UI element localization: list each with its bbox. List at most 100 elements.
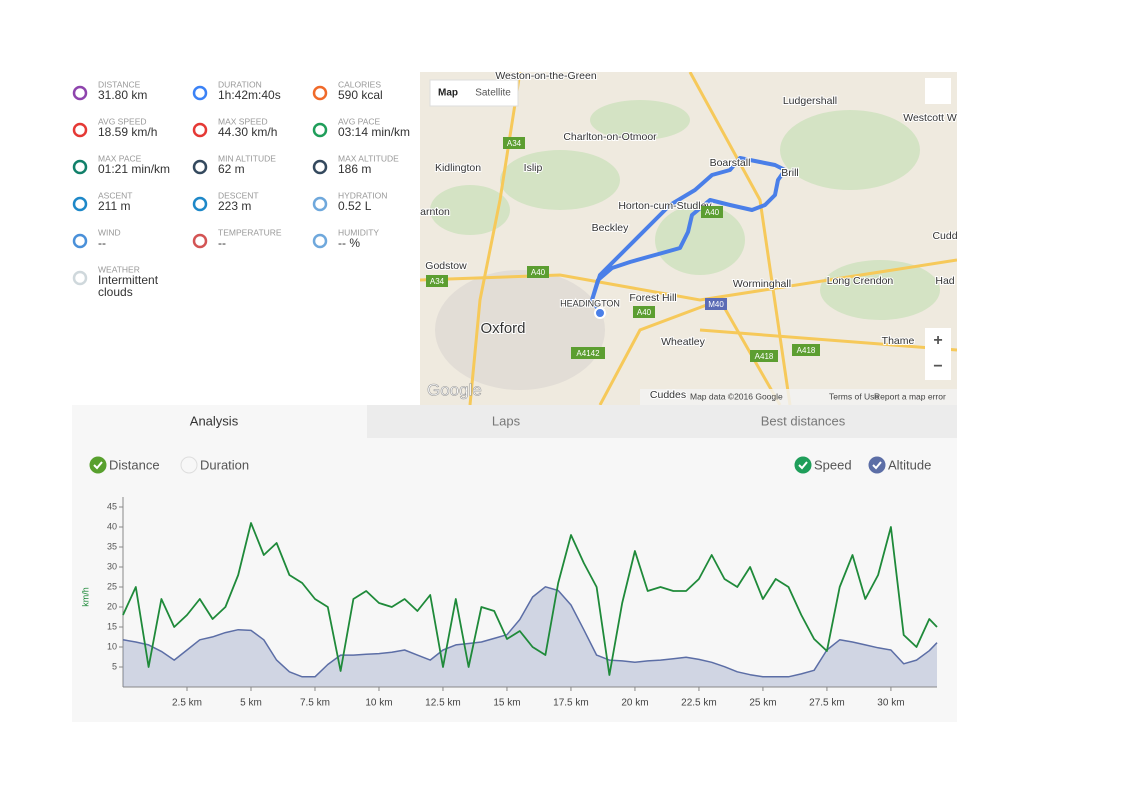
toggle-check[interactable] (89, 456, 107, 474)
y-axis-label: km/h (80, 587, 90, 607)
x-tick-label: 27.5 km (809, 698, 845, 709)
stat-icon (192, 159, 208, 175)
stat-label: HYDRATION (338, 190, 387, 200)
place-label: Westcott W (903, 112, 957, 124)
stat-label: HUMIDITY (338, 227, 379, 237)
stat-label: MAX SPEED (218, 116, 268, 126)
y-tick-label: 5 (112, 661, 117, 671)
y-tick-label: 30 (107, 561, 117, 571)
toggle-check[interactable] (794, 456, 812, 474)
stat-value: 211 m (98, 199, 130, 213)
road-label: A40 (531, 268, 546, 277)
stat-label: TEMPERATURE (218, 227, 282, 237)
stat-value: -- (98, 236, 106, 250)
map-urban (435, 270, 605, 390)
x-tick-label: 20 km (621, 698, 648, 709)
y-tick-label: 25 (107, 581, 117, 591)
tab-label[interactable]: Laps (492, 413, 521, 428)
road-label: A34 (430, 277, 445, 286)
place-label: Islip (524, 162, 543, 174)
place-label: Had (935, 275, 954, 287)
place-label: Brill (781, 167, 799, 179)
map-footer[interactable]: Report a map error (874, 391, 946, 401)
x-tick-label: 30 km (877, 698, 904, 709)
stat-label: CALORIES (338, 79, 381, 89)
place-label: Godstow (425, 260, 467, 272)
toggle-label[interactable]: Distance (109, 457, 160, 472)
road-label: A4142 (576, 349, 600, 358)
place-label: HEADINGTON (560, 298, 620, 308)
stat-value: 62 m (218, 162, 245, 176)
tab-active-bg[interactable] (72, 405, 367, 438)
road-label: A418 (755, 352, 774, 361)
place-label: Oxford (480, 320, 525, 337)
stat-value: 1h:42m:40s (218, 88, 281, 102)
zoom-out[interactable]: − (933, 358, 942, 375)
stat-label: MIN ALTITUDE (218, 153, 276, 163)
stat-label: MAX ALTITUDE (338, 153, 399, 163)
x-tick-label: 7.5 km (300, 698, 330, 709)
stat-label: MAX PACE (98, 153, 142, 163)
toggle-label[interactable]: Speed (814, 457, 852, 472)
stat-label: WEATHER (98, 264, 140, 274)
map-button[interactable]: Satellite (475, 88, 511, 99)
stat-label: WIND (98, 227, 121, 237)
start-marker (594, 307, 606, 319)
road-shield (633, 306, 655, 318)
stat-value: 223 m (218, 199, 251, 213)
map-footer[interactable]: Terms of Use (829, 391, 879, 401)
stat-value: -- % (338, 236, 360, 250)
stat-label: DISTANCE (98, 79, 141, 89)
toggle-check[interactable] (868, 456, 886, 474)
stat-value: Intermittent clouds (98, 273, 159, 299)
stat-value: -- (218, 236, 226, 250)
place-label: Weston-on-the-Green (495, 70, 597, 82)
stat-icon (312, 196, 328, 212)
toggle-label[interactable]: Altitude (888, 457, 931, 472)
stat-value: 18.59 km/h (98, 125, 157, 139)
stat-icon (192, 196, 208, 212)
stat-icon (312, 85, 328, 101)
place-label: Cudd (932, 230, 957, 242)
tab-label[interactable]: Best distances (761, 413, 846, 428)
stat-label: AVG SPEED (98, 116, 147, 126)
road-shield (705, 298, 727, 310)
map[interactable]: + − Map Satellite Weston-on-the-Green Ludge… (420, 70, 958, 405)
tab-bg (367, 405, 957, 438)
stat-icon (312, 233, 328, 249)
x-tick-label: 12.5 km (425, 698, 461, 709)
place-label: arnton (420, 206, 450, 218)
place-label: Wheatley (661, 336, 706, 348)
tab-label[interactable]: Analysis (190, 413, 239, 428)
road-shield (527, 266, 549, 278)
x-tick-label: 10 km (365, 698, 392, 709)
stat-icon (192, 85, 208, 101)
zoom-control[interactable] (925, 328, 951, 380)
road-shield (792, 344, 820, 356)
map-button[interactable]: Map (438, 88, 458, 99)
zoom-in[interactable]: + (933, 332, 942, 349)
road-label: A418 (797, 346, 816, 355)
stat-label: AVG PACE (338, 116, 381, 126)
road-label: M40 (708, 300, 724, 309)
stat-value: 01:21 min/km (98, 162, 170, 176)
x-tick-label: 17.5 km (553, 698, 589, 709)
x-tick-label: 2.5 km (172, 698, 202, 709)
check-mark (93, 461, 103, 470)
toggle-label[interactable]: Duration (200, 457, 249, 472)
place-label: Thame (882, 335, 915, 347)
place-label: Boarstall (710, 157, 751, 169)
toggle-check[interactable] (180, 456, 198, 474)
stat-label: ASCENT (98, 190, 132, 200)
place-label: Beckley (592, 222, 630, 234)
place-label: Cuddes (650, 389, 686, 401)
fullscreen-button[interactable] (925, 78, 951, 104)
map-roads (420, 72, 957, 405)
stat-label: DURATION (218, 79, 262, 89)
stat-value: 590 kcal (338, 88, 383, 102)
y-tick-label: 15 (107, 621, 117, 631)
road-shield (750, 350, 778, 362)
stat-icon (192, 122, 208, 138)
stat-icon (312, 159, 328, 175)
